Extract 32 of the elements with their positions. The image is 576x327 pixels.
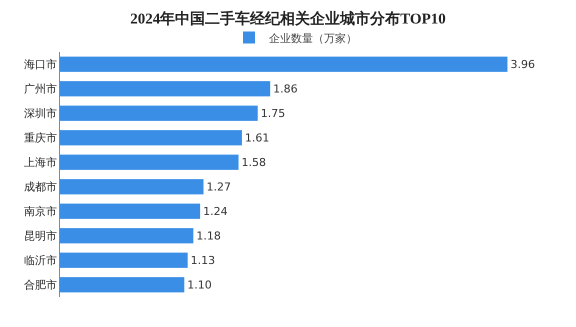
- bar: [60, 130, 242, 146]
- y-tick-label: 临沂市: [24, 254, 57, 268]
- data-label: 1.86: [273, 82, 298, 96]
- data-label: 1.61: [244, 131, 270, 144]
- bar: [60, 228, 194, 244]
- y-tick-label: 南京市: [24, 205, 57, 218]
- bar: [60, 179, 204, 194]
- legend-label: 企业数量（万家）: [269, 32, 357, 45]
- bar: [60, 204, 200, 219]
- data-label: 1.18: [196, 229, 221, 242]
- y-tick-label: 广州市: [24, 82, 57, 96]
- data-label: 1.27: [206, 180, 231, 194]
- data-label: 3.96: [510, 58, 535, 71]
- y-tick-label: 海口市: [24, 58, 57, 72]
- bar: [60, 106, 258, 121]
- data-label: 1.10: [187, 278, 212, 292]
- y-tick-label: 重庆市: [24, 132, 57, 145]
- bar: [60, 81, 270, 96]
- chart-title: 2024年中国二手车经纪相关企业城市分布TOP10: [130, 10, 446, 28]
- y-tick-label: 昆明市: [24, 230, 57, 243]
- data-label: 1.24: [203, 204, 228, 218]
- bar: [60, 154, 239, 170]
- data-label: 1.13: [190, 254, 216, 267]
- bar: [60, 277, 184, 292]
- y-tick-label: 成都市: [24, 180, 57, 194]
- data-label: 1.75: [260, 106, 286, 120]
- bar: [60, 252, 188, 268]
- bar: [60, 56, 508, 72]
- y-tick-label: 深圳市: [24, 107, 57, 120]
- y-tick-label: 上海市: [24, 156, 57, 170]
- y-tick-label: 合肥市: [24, 278, 57, 292]
- data-label: 1.58: [242, 156, 266, 169]
